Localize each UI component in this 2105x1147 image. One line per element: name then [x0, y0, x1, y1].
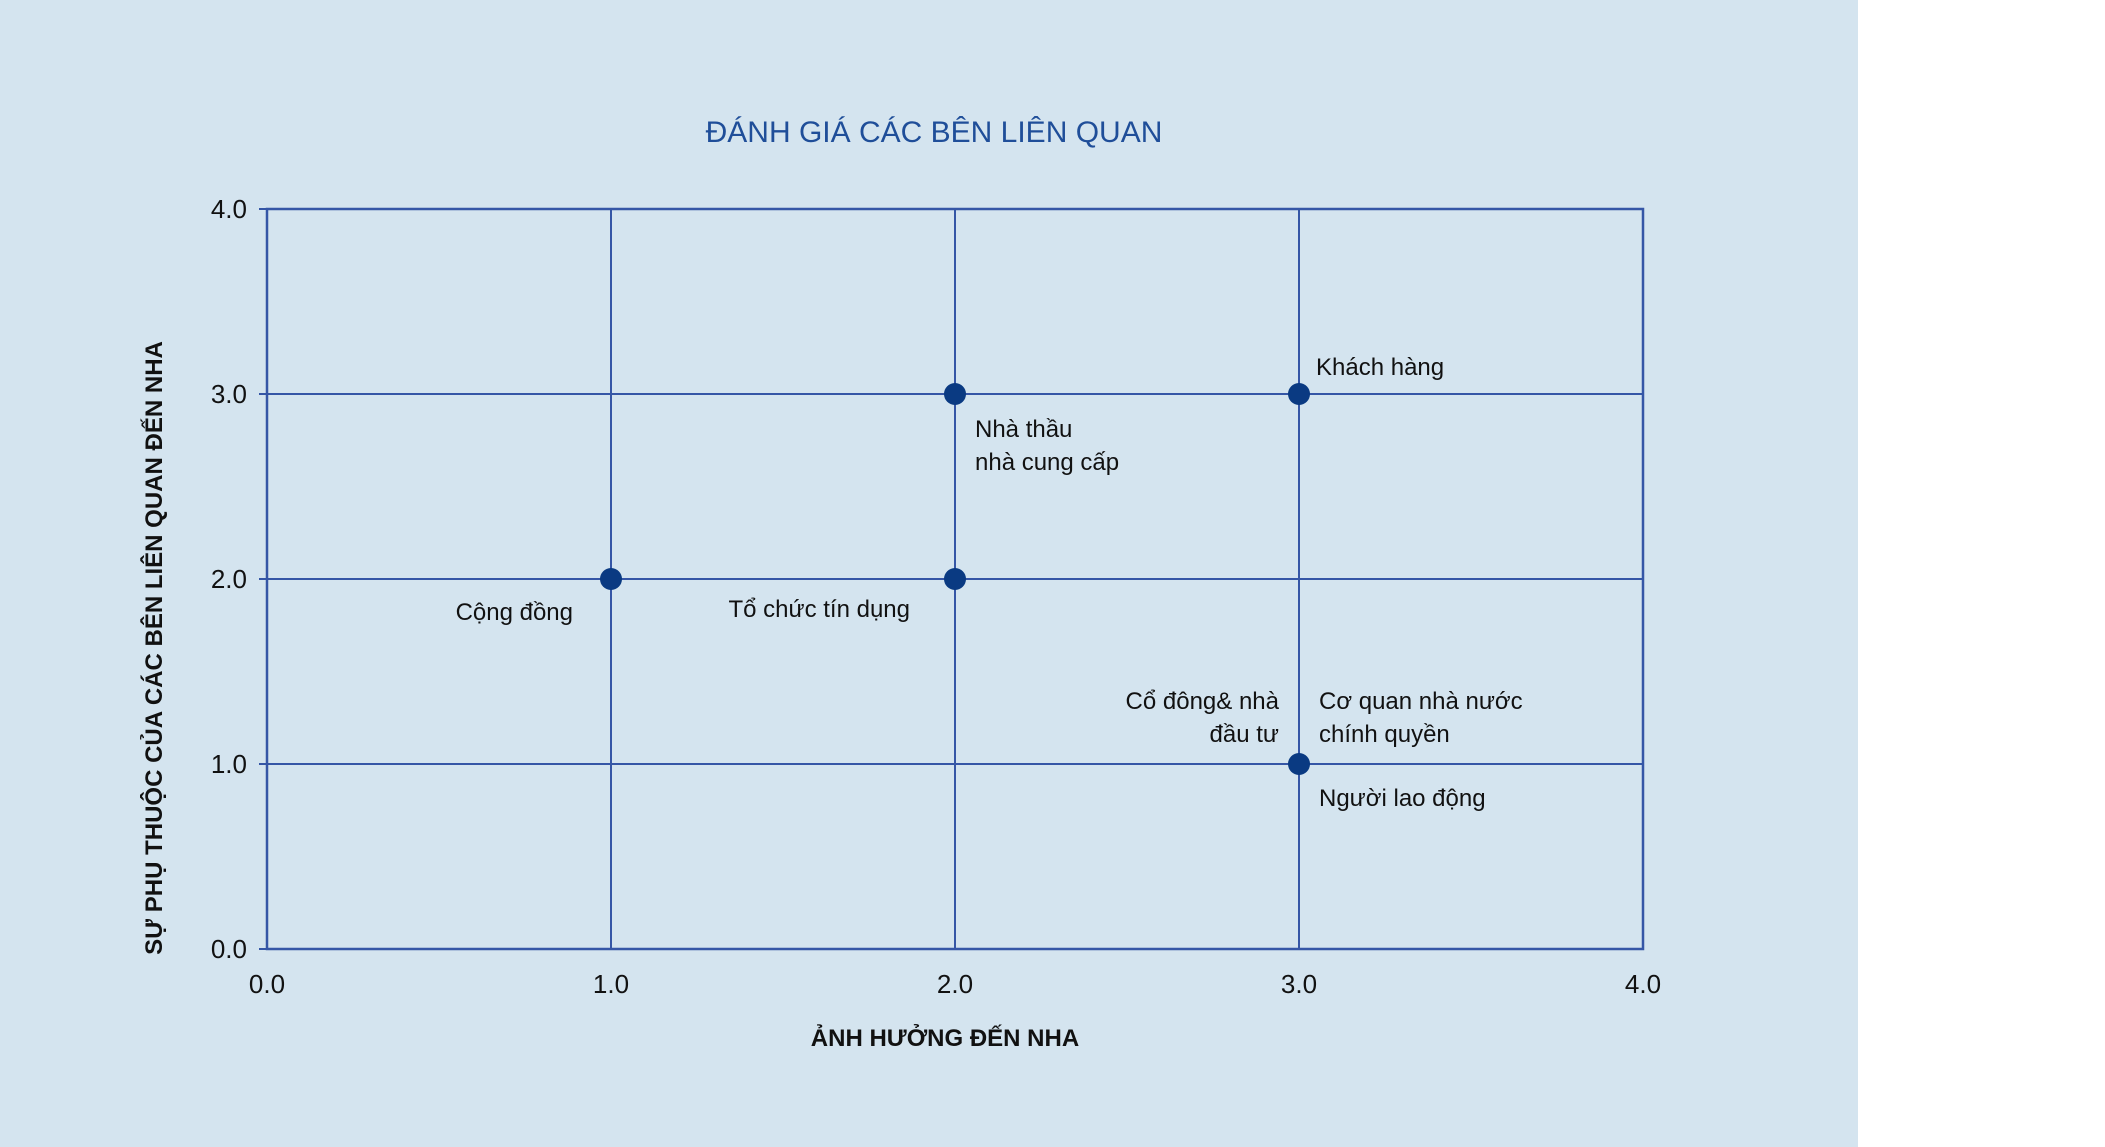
point-label-5-line-1: chính quyền	[1319, 721, 1450, 748]
x-tick-label-4: 4.0	[1625, 969, 1661, 999]
x-tick-labels: 0.0 1.0 2.0 3.0 4.0	[249, 969, 1661, 999]
y-tick-label-4: 4.0	[211, 194, 247, 224]
y-tick-label-3: 3.0	[211, 379, 247, 409]
y-tick-label-1: 1.0	[211, 749, 247, 779]
point-label-1-line-0: Nhà thầu	[975, 416, 1072, 443]
chart-title: ĐÁNH GIÁ CÁC BÊN LIÊN QUAN	[706, 116, 1163, 149]
data-point-1	[944, 383, 966, 405]
point-label-4: Cổ đông& nhà đầu tư	[1126, 688, 1280, 748]
data-point-4	[1288, 753, 1310, 775]
x-tick-label-3: 3.0	[1281, 969, 1317, 999]
data-point-3	[944, 568, 966, 590]
point-label-0-line-0: Khách hàng	[1316, 354, 1444, 381]
point-label-4-line-1: đầu tư	[1210, 721, 1279, 748]
data-points	[600, 383, 1310, 775]
stakeholder-scatter-chart: ĐÁNH GIÁ CÁC BÊN LIÊN QUAN 0.0 1.0 2.0 3.0 4…	[139, 116, 1661, 1052]
y-tick-label-0: 0.0	[211, 934, 247, 964]
x-tick-label-0: 0.0	[249, 969, 285, 999]
point-label-0: Khách hàng	[1316, 354, 1444, 381]
point-label-2-line-0: Cộng đồng	[456, 599, 573, 626]
point-label-1-line-1: nhà cung cấp	[975, 449, 1119, 476]
point-label-6-line-0: Người lao động	[1319, 785, 1486, 812]
point-label-6: Người lao động	[1319, 785, 1486, 812]
x-tick-label-2: 2.0	[937, 969, 973, 999]
y-tick-labels: 0.0 1.0 2.0 3.0 4.0	[211, 194, 247, 964]
point-label-2: Cộng đồng	[456, 599, 573, 626]
y-tick-label-2: 2.0	[211, 564, 247, 594]
point-label-3: Tổ chức tín dụng	[729, 596, 911, 623]
y-axis-title: SỰ PHỤ THUỘC CỦA CÁC BÊN LIÊN QUAN ĐẾN N…	[139, 341, 168, 955]
point-labels: Khách hàng Nhà thầu nhà cung cấp Cộng đồng T…	[456, 354, 1523, 812]
chart-panel: ĐÁNH GIÁ CÁC BÊN LIÊN QUAN 0.0 1.0 2.0 3.0 4…	[0, 0, 1858, 1147]
x-axis-title: ẢNH HƯỞNG ĐẾN NHA	[811, 1023, 1079, 1052]
data-point-0	[1288, 383, 1310, 405]
data-point-2	[600, 568, 622, 590]
x-tick-label-1: 1.0	[593, 969, 629, 999]
point-label-4-line-0: Cổ đông& nhà	[1126, 688, 1280, 715]
point-label-3-line-0: Tổ chức tín dụng	[729, 596, 911, 623]
point-label-5: Cơ quan nhà nước chính quyền	[1319, 688, 1523, 748]
plot-frame	[265, 207, 1645, 951]
point-label-1: Nhà thầu nhà cung cấp	[975, 416, 1119, 476]
point-label-5-line-0: Cơ quan nhà nước	[1319, 688, 1523, 715]
